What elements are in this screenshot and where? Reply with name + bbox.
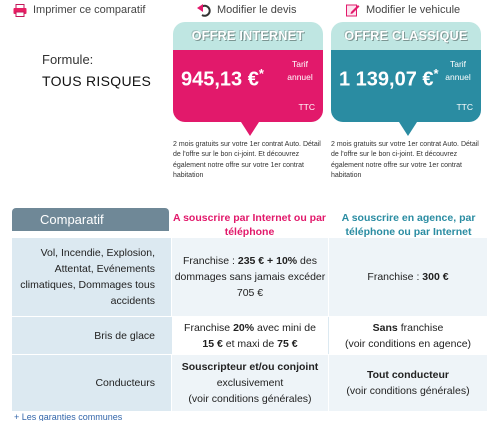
formule-block: Formule: TOUS RISQUES [42,52,151,89]
offer-internet-ttc: TTC [298,102,315,112]
offer-classique-ttc: TTC [456,102,473,112]
offer-classique-promo: 2 mois gratuits sur votre 1er contrat Au… [331,141,479,180]
modify-vehicle-link[interactable]: Modifier le vehicule [345,2,460,18]
offer-internet-card: OFFRE INTERNET 945,13 €* Tarif annuel TT… [173,22,323,122]
print-comparison-link[interactable]: Imprimer ce comparatif [12,2,145,18]
offer-classique-tarif: Tarif annuel [445,59,471,82]
comparison-table: Comparatif A souscrire par Internet ou p… [12,208,487,421]
formule-value: TOUS RISQUES [42,73,152,89]
undo-arrow-icon [196,3,211,17]
modify-quote-label: Modifier le devis [217,4,297,16]
modify-vehicle-label: Modifier le vehicule [366,4,461,16]
cell-agence-vol: Franchise : 300 € [328,238,487,316]
table-row: Vol, Incendie, Explosion, Attentat, Evén… [12,238,487,316]
offer-internet-title: OFFRE INTERNET [191,29,305,43]
cell-agence-bris: Sans franchise (voir conditions en agence… [328,317,487,354]
column-internet-header: A souscrire par Internet ou par téléphon… [172,212,327,238]
row-label-conducteurs: Conducteurs [12,355,171,411]
offer-classique-arrow-icon [399,122,417,136]
comparatif-header: Comparatif [12,208,169,231]
cell-agence-conducteurs: Tout conducteur (voir conditions générale… [328,355,487,411]
offer-internet-price: 945,13 €* [181,66,264,91]
formule-label: Formule: [42,52,94,67]
printer-icon [12,3,27,17]
edit-document-icon [345,3,360,17]
offer-internet-tarif: Tarif annuel [287,59,313,82]
row-label-vol: Vol, Incendie, Explosion, Attentat, Evén… [12,238,171,316]
cell-internet-vol: Franchise : 235 € + 10% des dommages san… [171,238,328,316]
table-row: Conducteurs Souscripteur et/ou conjoint e… [12,355,487,411]
offer-internet-promo: 2 mois gratuits sur votre 1er contrat Au… [173,141,321,180]
garanties-communes-link[interactable]: + Les garanties communes [14,412,123,421]
column-agence-header: A souscrire en agence, par téléphone ou … [341,212,476,238]
row-label-bris: Bris de glace [12,317,171,354]
print-label: Imprimer ce comparatif [33,4,146,16]
cell-internet-bris: Franchise 20% avec mini de 15 € et maxi … [171,317,328,354]
offer-classique-card: OFFRE CLASSIQUE 1 139,07 €* Tarif annuel… [331,22,481,122]
offer-classique-price: 1 139,07 €* [339,66,439,91]
offer-internet-arrow-icon [241,122,259,136]
offer-classique-title: OFFRE CLASSIQUE [344,29,468,43]
cell-internet-conducteurs: Souscripteur et/ou conjoint exclusivement… [171,355,328,411]
table-row: Bris de glace Franchise 20% avec mini de… [12,317,487,354]
modify-quote-link[interactable]: Modifier le devis [196,2,296,18]
